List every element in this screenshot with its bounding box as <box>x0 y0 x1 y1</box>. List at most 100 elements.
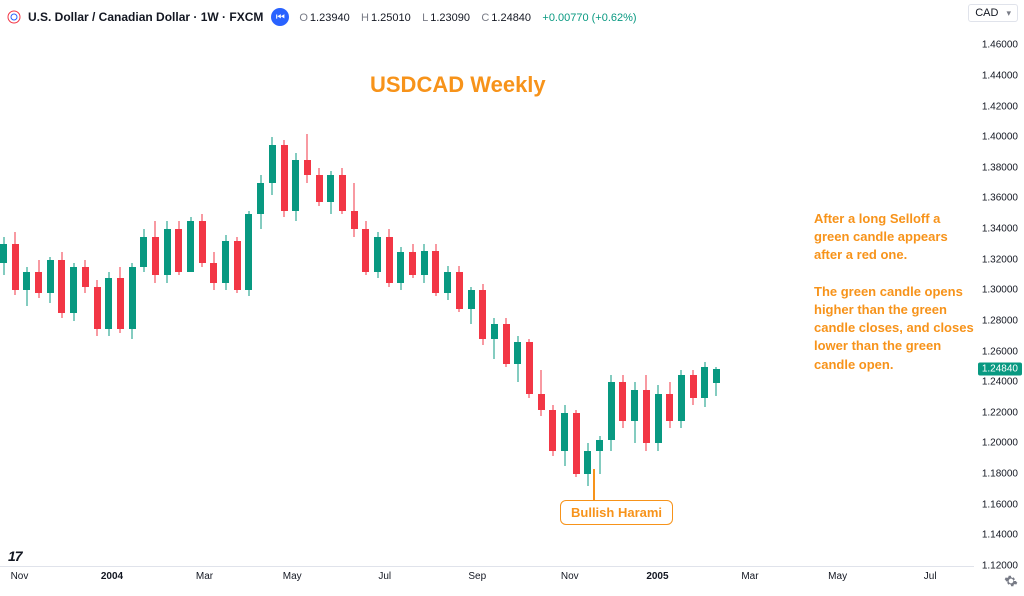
price-tick: 1.22000 <box>982 407 1018 418</box>
candle <box>47 257 54 303</box>
candle <box>409 244 416 278</box>
currency-label: CAD <box>975 7 998 19</box>
candle <box>164 221 171 282</box>
price-tick: 1.42000 <box>982 101 1018 112</box>
time-tick: Mar <box>741 571 758 582</box>
candle <box>210 252 217 290</box>
price-tick: 1.46000 <box>982 40 1018 51</box>
callout-label: Bullish Harami <box>560 500 673 525</box>
candle <box>701 362 708 406</box>
candle <box>631 382 638 443</box>
candle <box>666 382 673 428</box>
price-tick: 1.28000 <box>982 315 1018 326</box>
time-tick: Nov <box>561 571 579 582</box>
candle <box>386 229 393 287</box>
candle <box>140 229 147 272</box>
close-label: C <box>481 12 489 24</box>
candle <box>549 405 556 456</box>
high-value: 1.25010 <box>371 12 411 24</box>
candle <box>538 370 545 416</box>
candle <box>58 252 65 318</box>
candle <box>503 318 510 367</box>
candle <box>187 217 194 272</box>
candle <box>456 266 463 312</box>
low-value: 1.23090 <box>430 12 470 24</box>
candle <box>82 260 89 294</box>
candle <box>690 370 697 405</box>
candle <box>12 232 19 295</box>
price-tick: 1.20000 <box>982 438 1018 449</box>
candle <box>0 237 7 275</box>
time-tick: Nov <box>11 571 29 582</box>
price-tick: 1.12000 <box>982 561 1018 572</box>
candle <box>175 221 182 275</box>
chart-header: U.S. Dollar / Canadian Dollar · 1W · FXC… <box>6 6 1018 28</box>
candle <box>596 436 603 474</box>
explanation-annotation: After a long Selloff a green candle appe… <box>814 210 984 374</box>
candle <box>327 171 334 214</box>
candle <box>245 211 252 297</box>
candle <box>421 244 428 282</box>
price-tick: 1.34000 <box>982 224 1018 235</box>
tradingview-logo: 17 <box>8 548 22 564</box>
callout-connector <box>593 469 595 501</box>
price-tick: 1.44000 <box>982 70 1018 81</box>
time-tick: Jul <box>924 571 937 582</box>
candle <box>362 221 369 275</box>
candle <box>655 385 662 451</box>
time-tick: 2005 <box>646 571 668 582</box>
high-label: H <box>361 12 369 24</box>
candle <box>468 287 475 324</box>
price-tick: 1.30000 <box>982 285 1018 296</box>
candle <box>304 134 311 183</box>
candle <box>35 260 42 298</box>
candle <box>105 272 112 336</box>
low-label: L <box>422 12 428 24</box>
ohlc-readout: O1.23940 H1.25010 L1.23090 C1.24840 +0.0… <box>299 10 638 24</box>
price-tick: 1.14000 <box>982 530 1018 541</box>
candle <box>619 375 626 429</box>
candle <box>444 266 451 300</box>
candle <box>292 153 299 222</box>
candle <box>479 284 486 345</box>
price-tick: 1.18000 <box>982 469 1018 480</box>
open-value: 1.23940 <box>310 12 350 24</box>
candle <box>129 263 136 340</box>
time-tick: Mar <box>196 571 213 582</box>
candle <box>374 232 381 278</box>
candle <box>397 247 404 290</box>
replay-button[interactable]: ⏮ <box>271 8 289 26</box>
candle <box>561 405 568 466</box>
price-tick: 1.32000 <box>982 254 1018 265</box>
candle <box>713 367 720 396</box>
symbol-title[interactable]: U.S. Dollar / Canadian Dollar · 1W · FXC… <box>28 10 263 24</box>
last-price-badge: 1.24840 <box>978 363 1022 376</box>
candle <box>584 443 591 486</box>
candle <box>316 168 323 206</box>
price-tick: 1.24000 <box>982 377 1018 388</box>
candle <box>339 168 346 214</box>
time-tick: May <box>283 571 302 582</box>
candle <box>234 237 241 294</box>
time-axis[interactable]: Nov2004MarMayJulSepNov2005MarMayJul <box>0 566 974 586</box>
candle <box>351 183 358 237</box>
chevron-down-icon: ▾ <box>1006 8 1011 19</box>
price-tick: 1.38000 <box>982 162 1018 173</box>
candle <box>94 280 101 337</box>
candle <box>269 137 276 195</box>
price-tick: 1.16000 <box>982 499 1018 510</box>
open-label: O <box>299 12 308 24</box>
candle <box>117 267 124 333</box>
candle <box>526 339 533 397</box>
candle <box>608 375 615 452</box>
price-tick: 1.40000 <box>982 132 1018 143</box>
price-tick: 1.36000 <box>982 193 1018 204</box>
time-tick: May <box>828 571 847 582</box>
gear-icon[interactable] <box>1004 574 1018 588</box>
candle <box>222 235 229 290</box>
candle <box>678 370 685 428</box>
currency-select[interactable]: CAD ▾ <box>968 4 1018 22</box>
candle <box>643 375 650 452</box>
price-tick: 1.26000 <box>982 346 1018 357</box>
close-value: 1.24840 <box>491 12 531 24</box>
